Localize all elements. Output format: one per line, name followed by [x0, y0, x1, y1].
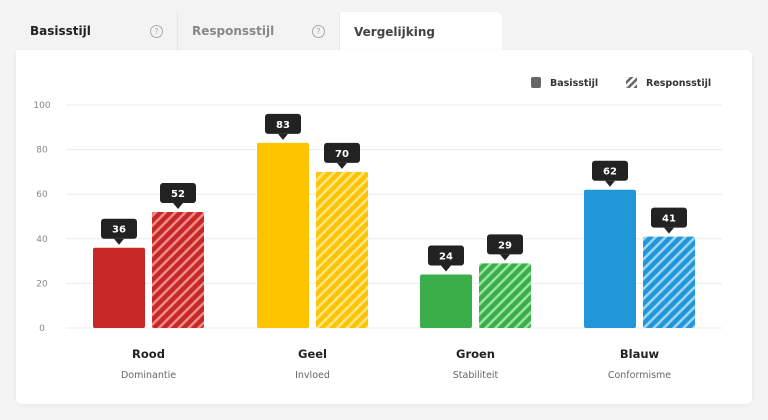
legend-swatch-solid: [531, 77, 541, 88]
data-label: 24: [439, 251, 453, 262]
bar-blauw-responsstijl: [643, 236, 695, 328]
tab-label: Basisstijl: [30, 24, 91, 38]
help-icon[interactable]: ?: [150, 24, 163, 38]
tooltip-arrow: [278, 133, 288, 140]
category-subtitle: Dominantie: [121, 370, 176, 381]
category-subtitle: Stabiliteit: [453, 370, 499, 381]
data-label: 70: [335, 149, 349, 160]
value-tooltip: [324, 142, 360, 163]
tooltip-arrow: [664, 227, 674, 234]
tooltip-arrow: [441, 265, 451, 272]
value-tooltip: [101, 218, 137, 239]
y-tick-label: 0: [39, 324, 45, 334]
bar-rood-responsstijl: [152, 212, 204, 328]
y-tick-label: 80: [36, 146, 48, 156]
tab-basisstijl[interactable]: Basisstijl?: [16, 12, 178, 50]
tooltip-arrow: [337, 162, 347, 169]
category-label: Geel: [298, 347, 327, 361]
tooltip-arrow: [500, 254, 510, 261]
data-label: 62: [603, 167, 617, 178]
y-tick-label: 40: [36, 235, 48, 245]
value-tooltip: [265, 113, 301, 134]
y-tick-label: 60: [36, 190, 48, 200]
tab-label: Responsstijl: [192, 24, 275, 38]
value-tooltip: [428, 245, 464, 266]
value-tooltip: [487, 234, 523, 255]
legend-swatch-hatched: [626, 77, 637, 88]
data-label: 52: [171, 189, 185, 200]
tab-label: Vergelijking: [354, 25, 435, 39]
category-subtitle: Conformisme: [608, 370, 671, 381]
legend-label: Basisstijl: [550, 78, 598, 89]
value-tooltip: [160, 183, 196, 204]
tab-vergelijking[interactable]: Vergelijking: [340, 12, 502, 52]
bar-geel-responsstijl: [316, 171, 368, 328]
y-tick-label: 100: [33, 101, 50, 111]
legend-label: Responsstijl: [646, 78, 711, 89]
tooltip-arrow: [605, 180, 615, 187]
value-tooltip: [651, 207, 687, 228]
tooltip-arrow: [114, 238, 124, 245]
bar-blauw-basisstijl: [584, 189, 636, 328]
category-label: Rood: [132, 347, 165, 361]
tooltip-arrow: [173, 203, 183, 210]
data-label: 36: [112, 225, 126, 236]
category-subtitle: Invloed: [295, 370, 330, 381]
help-icon[interactable]: ?: [312, 24, 325, 38]
data-label: 41: [662, 214, 676, 225]
bar-geel-basisstijl: [257, 142, 309, 328]
bar-groen-responsstijl: [479, 263, 531, 328]
category-label: Groen: [456, 347, 495, 361]
tab-responsstijl[interactable]: Responsstijl?: [178, 12, 340, 50]
bar-rood-basisstijl: [93, 247, 145, 328]
data-label: 29: [498, 240, 512, 251]
y-tick-label: 20: [36, 279, 48, 289]
category-label: Blauw: [620, 347, 660, 361]
value-tooltip: [592, 160, 628, 181]
tab-bar: Basisstijl? Responsstijl? Vergelijking: [16, 12, 502, 52]
bar-groen-basisstijl: [420, 274, 472, 328]
data-label: 83: [276, 120, 290, 131]
